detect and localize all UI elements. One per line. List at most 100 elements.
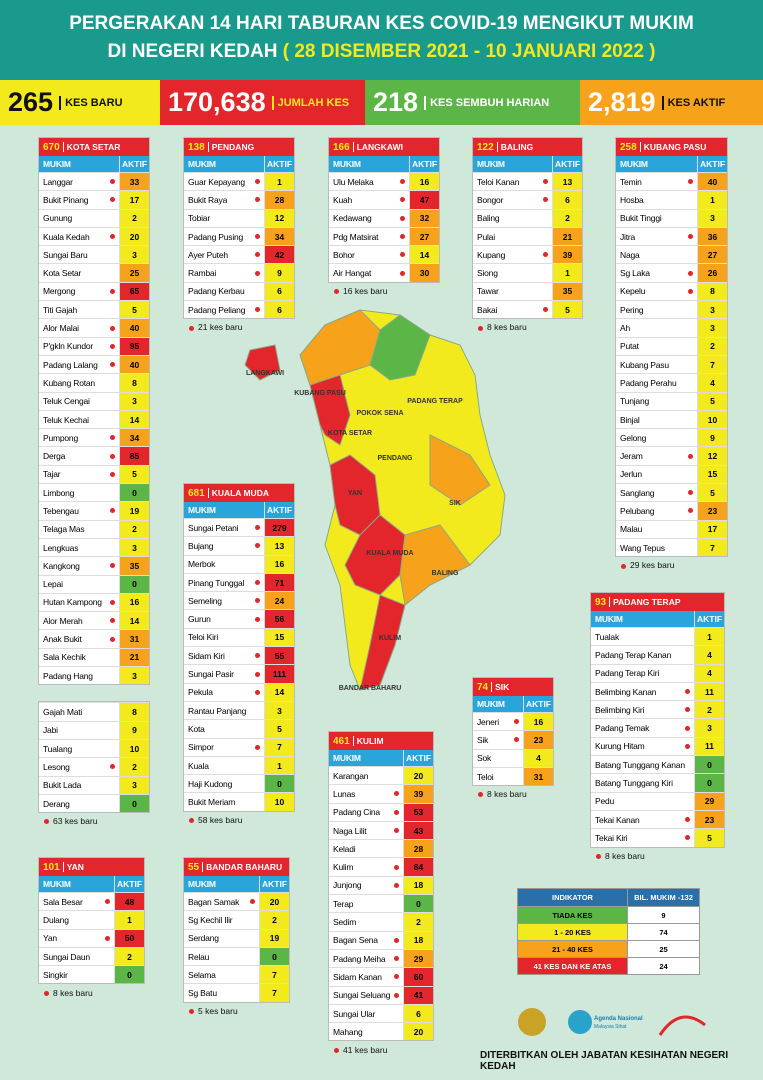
mukim-name: Pumpong xyxy=(43,432,78,443)
mukim-cell: Sungai Seluang xyxy=(329,990,403,1000)
aktif-cell: 7 xyxy=(264,738,294,756)
aktif-cell: 5 xyxy=(119,301,149,319)
table-row: Pumpong 34 xyxy=(39,428,149,447)
mukim-name: Belimbing Kanan xyxy=(595,686,657,697)
mukim-cell: Bukit Lada xyxy=(39,780,119,790)
aktif-cell: 16 xyxy=(409,173,439,191)
new-case-dot xyxy=(543,307,548,313)
mukim-name: Bujang xyxy=(188,540,214,551)
mukim-name: Kubang Pasu xyxy=(620,359,669,370)
new-cases-note: 5 kes baru xyxy=(189,1006,238,1016)
table-row: Lengkuas 3 xyxy=(39,537,149,557)
new-cases-note: 41 kes baru xyxy=(334,1045,387,1055)
mukim-name: Sg Batu xyxy=(188,988,217,999)
logo-text: Agenda Nasional xyxy=(594,1016,643,1022)
aktif-cell: 6 xyxy=(264,282,294,301)
mukim-cell: Merbok xyxy=(184,559,264,569)
table-row: Karangan 20 xyxy=(329,766,433,785)
aktif-cell: 12 xyxy=(697,447,727,465)
aktif-cell: 2 xyxy=(119,209,149,227)
table-row: Sungai Baru 3 xyxy=(39,245,149,264)
aktif-cell: 55 xyxy=(264,647,294,665)
mukim-cell: Jeram xyxy=(616,451,697,461)
aktif-cell: 29 xyxy=(694,792,724,810)
district-total: 74 xyxy=(477,681,489,693)
mukim-cell: Naga xyxy=(616,250,697,260)
mukim-cell: Jabi xyxy=(39,725,119,735)
table-row: Tekai Kiri 5 xyxy=(591,828,724,847)
col-mukim: MUKIM xyxy=(477,699,505,709)
table-row: Bagan Samak 20 xyxy=(184,892,289,911)
aktif-cell: 48 xyxy=(114,893,144,911)
table-row: Teluk Cengai 3 xyxy=(39,391,149,410)
table-row: Kubang Pasu 7 xyxy=(616,354,727,374)
new-case-dot xyxy=(685,707,690,713)
table-row: Padang Terap Kanan 4 xyxy=(591,645,724,664)
table-row: Kuala Kedah 20 xyxy=(39,226,149,246)
mukim-cell: Pdg Matsirat xyxy=(329,232,409,242)
new-case-dot xyxy=(110,636,115,642)
mukim-name: Teluk Cengai xyxy=(43,396,90,407)
aktif-cell: 33 xyxy=(119,173,149,191)
table-row: Kota 5 xyxy=(184,719,294,738)
mukim-cell: Lesong xyxy=(39,762,119,772)
mukim-cell: Simpor xyxy=(184,742,264,752)
mukim-name: Teloi Kiri xyxy=(188,632,219,643)
mukim-name: Tawar xyxy=(477,286,499,297)
mukim-name: Belimbing Kiri xyxy=(595,704,645,715)
map-region xyxy=(399,524,471,606)
stat-label: KES AKTIF xyxy=(661,95,725,110)
new-case-dot xyxy=(255,270,260,276)
aktif-cell: 8 xyxy=(119,374,149,392)
map-label: KUALA MUDA xyxy=(366,550,413,557)
table-row: Padang Lalang 40 xyxy=(39,354,149,374)
aktif-cell: 43 xyxy=(403,821,433,840)
mukim-name: Gunung xyxy=(43,213,73,224)
aktif-cell: 20 xyxy=(403,767,433,785)
mukim-cell: Tajar xyxy=(39,469,119,479)
table-row: Rambai 9 xyxy=(184,263,294,282)
mukim-name: Lesong xyxy=(43,761,70,772)
aktif-cell: 2 xyxy=(697,337,727,355)
mukim-name: Jitra xyxy=(620,231,636,242)
district-header: 258 KUBANG PASU xyxy=(616,138,727,156)
mukim-cell: Sidam Kanan xyxy=(329,972,403,982)
legend-row: 1 - 20 KES 74 xyxy=(518,923,699,940)
mukim-cell: Bagan Samak xyxy=(184,897,259,907)
mukim-name: Bakai xyxy=(477,304,498,315)
new-case-dot xyxy=(110,764,115,770)
table-row: Baling 2 xyxy=(473,208,582,227)
col-aktif: AKTIF xyxy=(523,696,553,712)
mukim-cell: Kuah xyxy=(329,195,409,205)
mukim-name: Tobiar xyxy=(188,213,210,224)
table-row: Kuah 47 xyxy=(329,190,439,209)
mukim-cell: Yan xyxy=(39,933,114,943)
column-header: MUKIM AKTIF xyxy=(616,156,727,172)
mukim-cell: Kota xyxy=(184,724,264,734)
new-case-dot xyxy=(688,508,693,514)
mukim-cell: Pinang Tunggal xyxy=(184,578,264,588)
table-row: Sala Besar 48 xyxy=(39,892,144,911)
aktif-cell: 3 xyxy=(697,209,727,227)
mukim-cell: Rambai xyxy=(184,268,264,278)
mukim-cell: Kurung Hitam xyxy=(591,741,694,751)
table-row: Bukit Tinggi 3 xyxy=(616,208,727,227)
table-row: Padang Hang 3 xyxy=(39,666,149,685)
table-row: Merbok 16 xyxy=(184,554,294,573)
table-row: Mahang 20 xyxy=(329,1022,433,1041)
table-row: Lepai 0 xyxy=(39,574,149,593)
column-header: MUKIM AKTIF xyxy=(473,156,582,172)
new-case-dot xyxy=(105,935,110,941)
mukim-name: Bongor xyxy=(477,194,504,205)
mukim-cell: Batang Tunggang Kiri xyxy=(591,778,694,788)
district-table: 670 KOTA SETAR MUKIM AKTIF Langgar 33 Bukit Pi… xyxy=(38,137,150,686)
table-row: Mergong 65 xyxy=(39,281,149,301)
table-row: Sg Kechil Ilir 2 xyxy=(184,910,289,929)
mukim-cell: Padang Hang xyxy=(39,671,119,681)
mukim-name: Padang Peliang xyxy=(188,304,246,315)
aktif-cell: 4 xyxy=(697,374,727,392)
mukim-name: Padang Temak xyxy=(595,723,650,734)
title: PERGERAKAN 14 HARI TABURAN KES COVID-19 … xyxy=(69,13,694,34)
column-header: MUKIM AKTIF xyxy=(591,611,724,627)
mukim-name: Pulai xyxy=(477,231,495,242)
